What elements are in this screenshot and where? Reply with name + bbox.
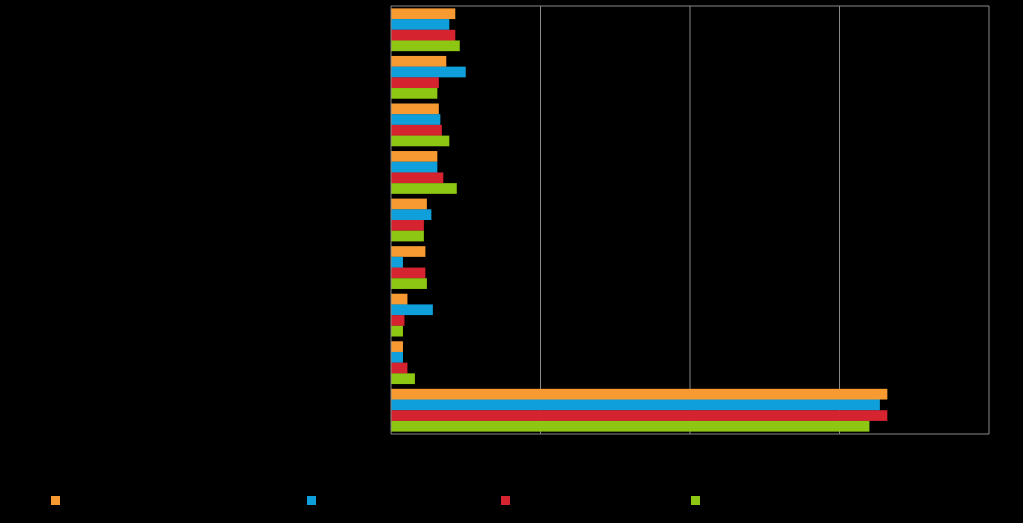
bar <box>391 183 457 194</box>
bar <box>391 161 438 173</box>
bar <box>391 230 424 242</box>
bar <box>391 209 432 220</box>
bar <box>391 198 427 210</box>
bar <box>391 114 441 125</box>
bar <box>391 124 442 136</box>
legend-swatch <box>501 496 510 505</box>
bar <box>391 410 888 421</box>
bar <box>391 19 450 30</box>
bar <box>391 341 403 352</box>
bar <box>391 256 403 268</box>
bar <box>391 304 433 316</box>
bar <box>391 267 426 279</box>
legend <box>51 496 700 505</box>
bar <box>391 29 456 41</box>
bar <box>391 172 444 184</box>
bar <box>391 151 438 162</box>
bar <box>391 388 888 400</box>
bar <box>391 77 439 89</box>
bar <box>391 420 870 432</box>
legend-swatch <box>691 496 700 505</box>
bar <box>391 8 456 20</box>
gridlines <box>391 5 990 434</box>
bar <box>391 315 405 326</box>
bar <box>391 55 447 67</box>
legend-swatch <box>51 496 60 505</box>
bar <box>391 88 438 99</box>
bar <box>391 399 880 411</box>
bar <box>391 66 466 78</box>
bar <box>391 40 460 52</box>
bar <box>391 246 426 257</box>
bar <box>391 220 424 231</box>
bar <box>391 103 439 115</box>
bar <box>391 325 403 337</box>
bar <box>391 293 408 305</box>
bar <box>391 373 415 385</box>
bar <box>391 135 450 147</box>
bar <box>391 351 403 363</box>
legend-swatch <box>307 496 316 505</box>
bars <box>391 8 888 432</box>
axes <box>390 6 989 435</box>
bar <box>391 362 408 374</box>
bar <box>391 278 427 289</box>
